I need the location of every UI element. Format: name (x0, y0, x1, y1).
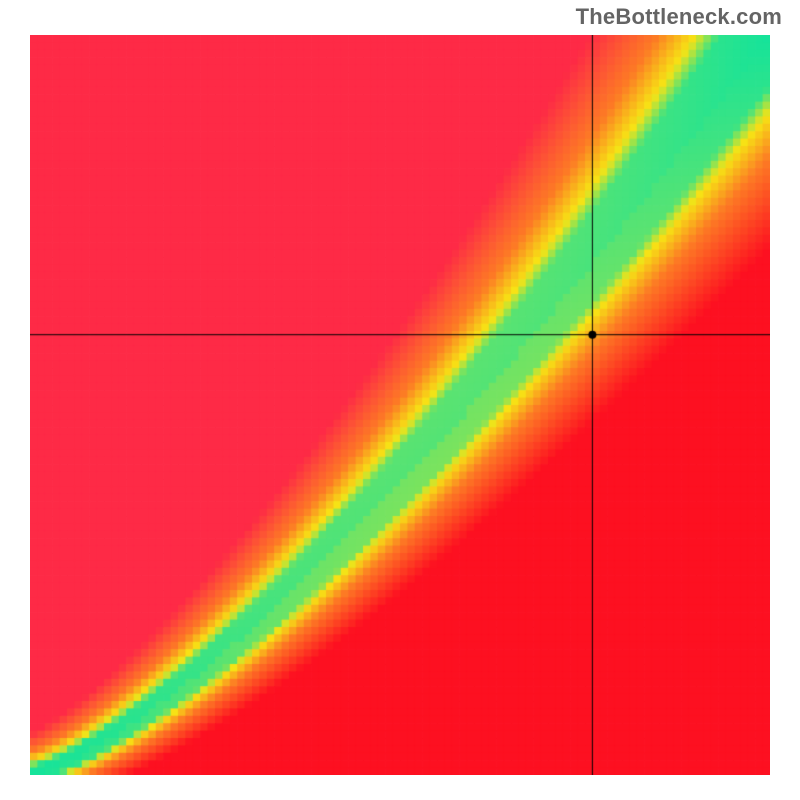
heatmap-plot (30, 35, 770, 775)
heatmap-canvas (30, 35, 770, 775)
watermark-text: TheBottleneck.com (576, 4, 782, 30)
